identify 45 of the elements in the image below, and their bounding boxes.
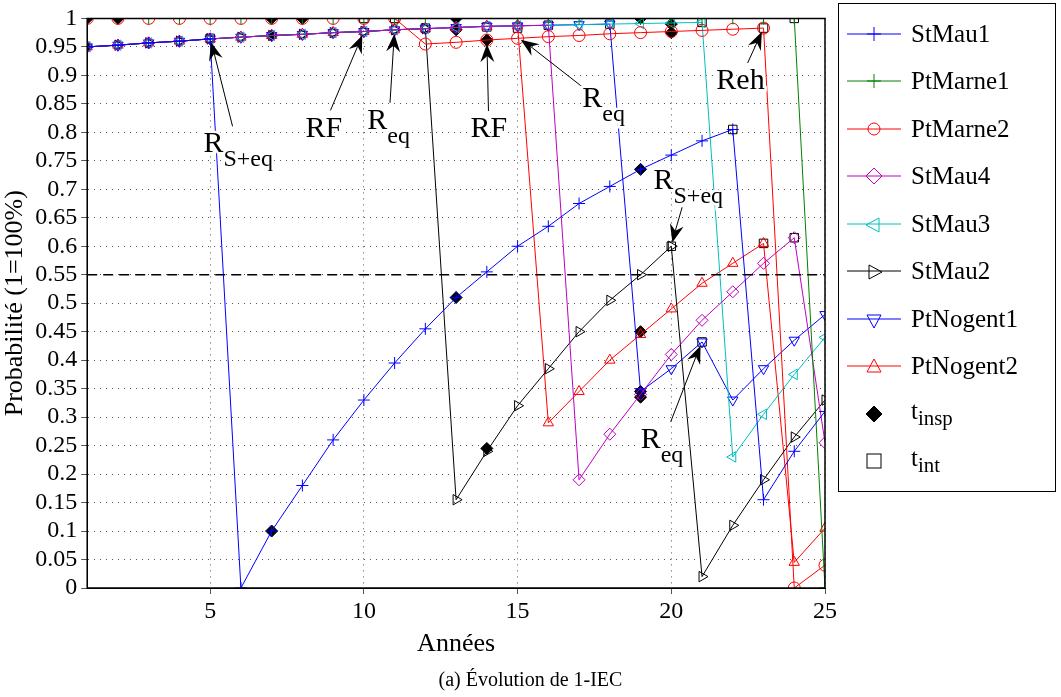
y-tick-label: 0.45 — [35, 316, 78, 343]
legend-label: StMau4 — [911, 162, 991, 191]
x-tick-label: 5 — [204, 596, 217, 623]
annotation: R$_{eq}$ — [640, 420, 684, 467]
legend-label: StMau1 — [911, 19, 991, 48]
y-tick-label: 0.05 — [35, 544, 78, 571]
annotation: RF — [470, 110, 508, 144]
y-axis-title: Probabilité (1=100%) — [0, 190, 29, 417]
x-tick-label: 25 — [813, 596, 837, 623]
legend-label: StMau2 — [911, 257, 991, 286]
x-axis-title: Années — [417, 628, 496, 658]
y-tick-label: 0.6 — [47, 231, 78, 258]
y-tick-label: 0 — [65, 573, 78, 600]
annotation: R$_{S+eq}$ — [203, 125, 273, 172]
y-tick-label: 0.4 — [47, 345, 78, 372]
y-tick-label: 0.1 — [47, 516, 78, 543]
y-tick-label: 0.9 — [47, 60, 78, 87]
y-tick-label: 0.3 — [47, 402, 78, 429]
y-tick-label: 1 — [65, 3, 78, 30]
y-tick-label: 0.15 — [35, 487, 78, 514]
y-tick-label: 0.5 — [47, 288, 78, 315]
legend-label: t$_{int}$ — [911, 444, 940, 479]
x-tick-label: 20 — [659, 596, 684, 623]
y-tick-label: 0.95 — [35, 32, 78, 59]
y-tick-label: 0.35 — [35, 373, 78, 400]
legend-label: t$_{insp}$ — [911, 396, 953, 431]
annotation: Reh — [716, 62, 765, 96]
y-tick-label: 0.55 — [35, 260, 78, 287]
x-tick-label: 10 — [351, 596, 376, 623]
legend-label: PtNogent1 — [911, 304, 1018, 333]
legend-label: PtMarne1 — [911, 67, 1010, 96]
y-tick-label: 0.75 — [35, 146, 78, 173]
y-tick-label: 0.2 — [47, 459, 78, 486]
y-tick-label: 0.65 — [35, 203, 78, 230]
x-tick-label: 15 — [505, 596, 530, 623]
legend-label: PtMarne2 — [911, 114, 1010, 143]
annotation: RF — [305, 109, 343, 143]
y-tick-label: 0.8 — [47, 117, 78, 144]
y-tick-label: 0.85 — [35, 89, 78, 116]
text: (a) Évolution de 1-IEC — [437, 668, 624, 691]
annotation: R$_{eq}$ — [367, 101, 410, 148]
legend-label: PtNogent2 — [911, 352, 1018, 381]
y-tick-label: 0.7 — [47, 174, 78, 201]
y-tick-label: 0.25 — [35, 430, 78, 457]
legend-label: StMau3 — [911, 209, 991, 238]
